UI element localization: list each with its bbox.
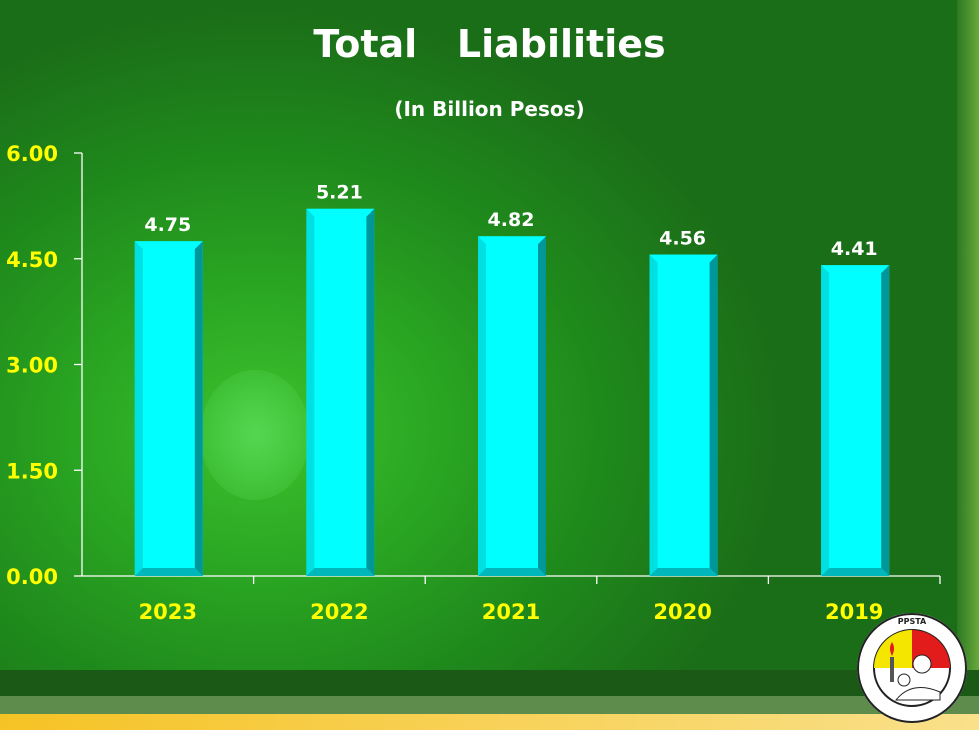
chart-title: Total Liabilities (313, 22, 666, 66)
y-tick-label: 4.50 (6, 248, 58, 272)
x-tick-label: 2022 (310, 600, 368, 624)
bar-bottom-bevel (134, 568, 203, 576)
ppsta-logo: PPSTA (857, 613, 967, 723)
x-tick-label: 2020 (653, 600, 711, 624)
bar-bottom-bevel (478, 568, 546, 576)
bar-right-bevel (881, 265, 890, 576)
bar (821, 265, 890, 576)
x-tick-label: 2023 (139, 600, 197, 624)
y-tick-label: 6.00 (6, 142, 58, 166)
right-decor-strip (957, 0, 979, 670)
chart-subtitle: (In Billion Pesos) (394, 97, 585, 121)
bar-chart: 0.00 1.50 3.00 4.50 6.00 4.75 2023 5.21 2022 4.82… (6, 142, 890, 624)
y-tick-label: 3.00 (6, 354, 58, 378)
bar-value-label: 4.75 (144, 214, 191, 236)
bar-right-bevel (366, 208, 375, 576)
svg-text:PPSTA: PPSTA (898, 617, 927, 626)
y-tick-label: 1.50 (6, 459, 58, 483)
background-glow (200, 370, 310, 500)
bar-right-bevel (709, 254, 718, 576)
bar-left-bevel (134, 241, 143, 576)
bar-left-bevel (478, 236, 486, 576)
bar (306, 208, 375, 576)
bar-value-label: 4.41 (831, 238, 878, 260)
bar (649, 254, 718, 576)
footer-band (0, 670, 979, 696)
bar-bottom-bevel (649, 568, 718, 576)
x-tick-label: 2019 (825, 600, 883, 624)
footer-band-gold (0, 714, 979, 730)
bar (134, 241, 203, 576)
x-tick-label: 2021 (482, 600, 540, 624)
bar-value-label: 4.56 (659, 228, 706, 250)
bar (478, 236, 546, 576)
y-tick-label: 0.00 (6, 565, 58, 589)
footer-band (0, 696, 979, 714)
bar-left-bevel (306, 208, 315, 576)
bar-right-bevel (194, 241, 203, 576)
bar-value-label: 5.21 (316, 182, 363, 204)
bar-value-label: 4.82 (488, 209, 535, 231)
bar-left-bevel (821, 265, 830, 576)
bar-left-bevel (649, 254, 658, 576)
bar-bottom-bevel (821, 568, 890, 576)
bar-bottom-bevel (306, 568, 375, 576)
bar-right-bevel (538, 236, 546, 576)
